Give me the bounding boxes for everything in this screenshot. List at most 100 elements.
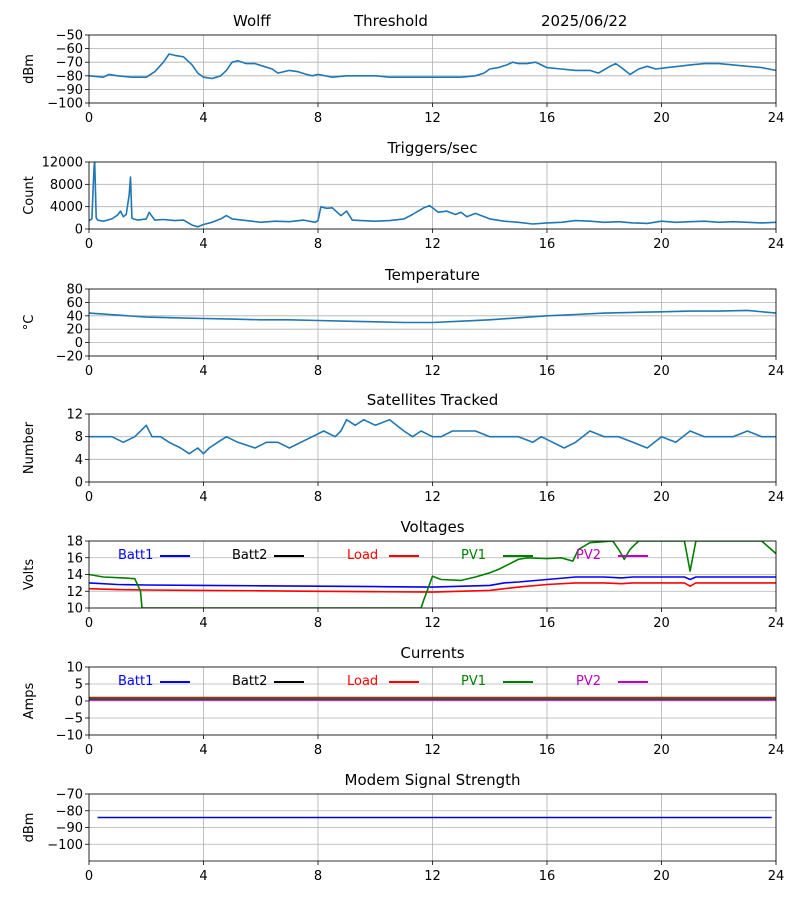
x-tick-label: 24: [768, 616, 785, 631]
x-tick-label: 0: [85, 490, 93, 505]
chart-panel-4: 0 4 8 12 16 20 24 12 8 4 0 Satellites Tracked Number: [22, 391, 784, 505]
x-tick-label: 12: [424, 237, 441, 252]
x-tick-label: 4: [199, 869, 207, 884]
legend-label-batt1: Batt1: [118, 674, 153, 689]
y-tick-label: 10: [66, 602, 83, 617]
series-line-load: [89, 582, 776, 593]
x-tick-label: 8: [314, 743, 322, 758]
plot-frame: [88, 34, 777, 104]
legend-label-load: Load: [347, 674, 378, 689]
x-tick-label: 24: [768, 743, 785, 758]
y-tick-label: −60: [56, 42, 83, 57]
y-axis-label: Number: [22, 421, 37, 474]
x-tick-label: 0: [85, 743, 93, 758]
x-tick-label: 8: [314, 364, 322, 379]
x-tick-label: 12: [424, 743, 441, 758]
x-tick-label: 4: [199, 743, 207, 758]
chart-panel-7: 0 4 8 12 16 20 24 −70−80 −90 −100 Modem Signal Str…: [22, 771, 784, 884]
legend-label-batt2: Batt2: [232, 548, 267, 563]
x-tick-label: 16: [539, 490, 556, 505]
chart-title: Voltages: [400, 518, 464, 536]
x-tick-label: 8: [314, 237, 322, 252]
x-tick-label: 24: [768, 111, 785, 126]
x-tick-label: 20: [653, 616, 670, 631]
x-tick-label: 16: [539, 237, 556, 252]
legend-label-batt1: Batt1: [118, 548, 153, 563]
y-axis-label: dBm: [22, 54, 37, 84]
y-tick-label: −80: [56, 69, 83, 84]
y-tick-label: 8000: [50, 178, 83, 193]
chart-panel-6: 0 4 8 12 16 20 24 10 5 0 −5 −10 Currents Amps Batt1 Bat…: [22, 644, 784, 758]
y-axis-label: Amps: [22, 682, 37, 719]
station-name: Wolff: [233, 12, 271, 30]
y-tick-label: 0: [75, 336, 83, 351]
plot-frame: [88, 288, 777, 357]
x-tick-label: 8: [314, 490, 322, 505]
chart-title: Triggers/sec: [387, 139, 478, 157]
x-tick-label: 20: [653, 237, 670, 252]
y-tick-label: 0: [75, 476, 83, 491]
x-tick-label: 16: [539, 743, 556, 758]
plot-frame: [88, 413, 777, 483]
y-tick-label: 4000: [50, 200, 83, 215]
legend-label-batt2: Batt2: [232, 674, 267, 689]
y-tick-label: −100: [47, 838, 83, 853]
series-line-batt1: [89, 576, 776, 588]
x-tick-label: 20: [653, 490, 670, 505]
plot-frame: [88, 540, 777, 609]
chart-panel-2: 0 4 8 12 16 20 24 12000 8000 4000 0 Triggers/sec Cou…: [22, 139, 784, 252]
x-tick-label: 12: [424, 616, 441, 631]
x-tick-label: 8: [314, 111, 322, 126]
x-tick-label: 12: [424, 869, 441, 884]
y-axis-label: °C: [22, 315, 37, 331]
y-tick-label: 12000: [42, 156, 83, 171]
y-axis-label: Count: [22, 176, 37, 215]
x-tick-label: 4: [199, 490, 207, 505]
legend-label-pv2: PV2: [576, 548, 601, 563]
chart-panel-1: 0 4 8 12 16 20 24 −50−60−70−80−90−100 dBm: [22, 29, 784, 127]
plot-frame: [88, 666, 777, 736]
y-tick-label: −70: [56, 788, 83, 803]
y-tick-label: 40: [66, 309, 83, 324]
y-tick-label: 8: [75, 430, 83, 445]
series-line-pv1: [89, 541, 776, 608]
chart-title: Currents: [400, 644, 464, 662]
chart-title: Temperature: [384, 266, 480, 284]
y-tick-label: −5: [64, 712, 83, 727]
y-tick-label: 80: [66, 283, 83, 298]
x-tick-label: 16: [539, 111, 556, 126]
y-tick-label: 5: [75, 678, 83, 693]
y-tick-label: 0: [75, 223, 83, 238]
plot-frame: [88, 793, 777, 862]
x-tick-label: 24: [768, 237, 785, 252]
series-line-1: [89, 309, 776, 324]
plot-frame: [88, 161, 777, 230]
x-tick-label: 20: [653, 111, 670, 126]
y-tick-label: −50: [56, 29, 83, 44]
x-tick-label: 24: [768, 490, 785, 505]
y-tick-label: 12: [66, 408, 83, 423]
legend-label-pv1: PV1: [461, 674, 486, 689]
y-tick-label: 4: [75, 453, 83, 468]
legend-label-load: Load: [347, 548, 378, 563]
x-tick-label: 20: [653, 743, 670, 758]
x-tick-label: 4: [199, 237, 207, 252]
x-tick-label: 16: [539, 616, 556, 631]
y-tick-label: −90: [56, 83, 83, 98]
y-tick-label: 16: [66, 551, 83, 566]
y-tick-label: −80: [56, 804, 83, 819]
x-tick-label: 24: [768, 869, 785, 884]
chart-title: Satellites Tracked: [367, 391, 498, 409]
chart-title: Modem Signal Strength: [345, 771, 521, 789]
y-tick-label: 0: [75, 695, 83, 710]
y-tick-label: −100: [47, 97, 83, 112]
figure-header: Wolff Threshold 2025/06/22: [0, 0, 800, 34]
x-tick-label: 20: [653, 869, 670, 884]
x-tick-label: 20: [653, 364, 670, 379]
y-tick-label: 10: [66, 661, 83, 676]
y-tick-label: 18: [66, 535, 83, 550]
x-tick-label: 24: [768, 364, 785, 379]
